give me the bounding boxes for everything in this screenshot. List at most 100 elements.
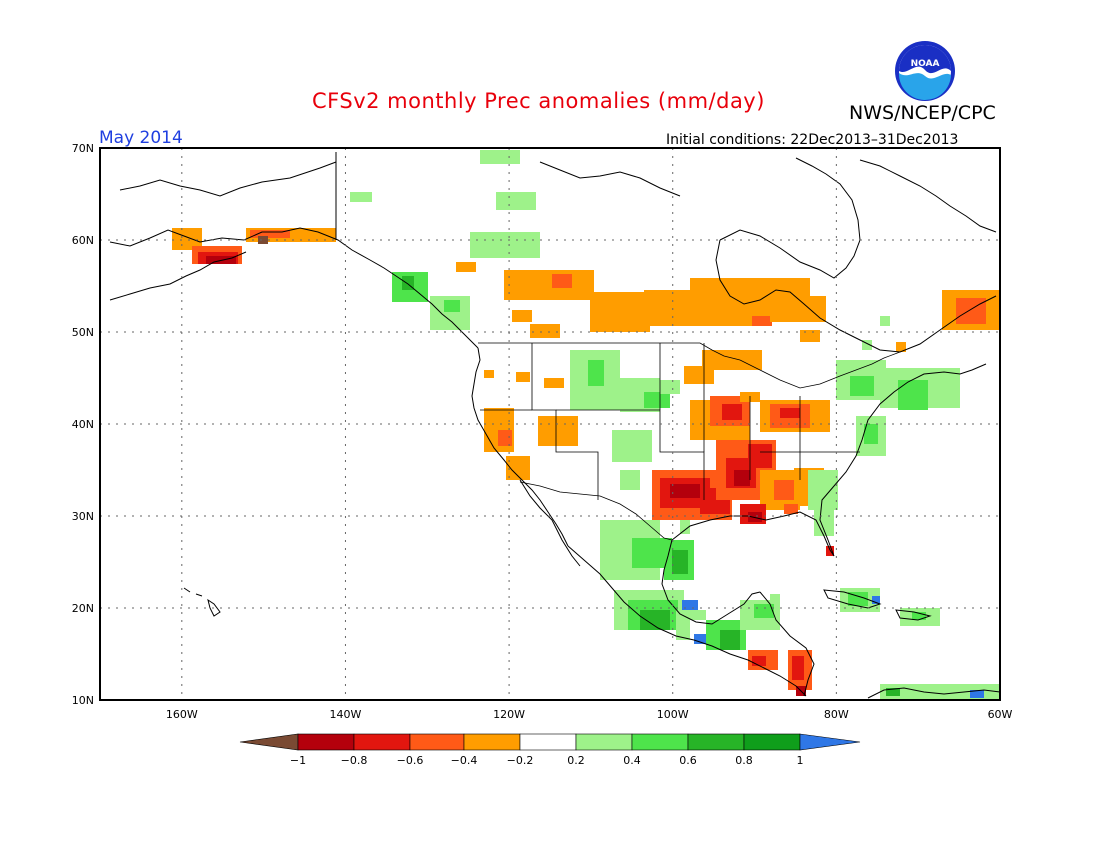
lat-label: 30N xyxy=(72,510,94,523)
anomaly-cell xyxy=(912,612,926,620)
anomaly-cell xyxy=(792,656,804,680)
agency-label: NWS/NCEP/CPC xyxy=(849,102,996,124)
anomaly-cell xyxy=(956,298,986,324)
anomaly-cell xyxy=(752,656,766,666)
anomaly-cell xyxy=(872,596,880,604)
anomaly-cell xyxy=(538,416,578,446)
logo-text: NOAA xyxy=(911,59,940,69)
lat-label: 40N xyxy=(72,418,94,431)
anomaly-fill xyxy=(172,150,1000,700)
anomaly-cell xyxy=(672,550,688,574)
anomaly-cell xyxy=(588,360,604,386)
anomaly-cell xyxy=(694,634,712,644)
colorbar-swatch xyxy=(463,733,521,751)
colorbar-swatch xyxy=(631,733,689,751)
map-border xyxy=(99,147,1001,701)
colorbar-label: 0.4 xyxy=(623,754,641,767)
anomaly-cell xyxy=(752,316,772,326)
anomaly-cell xyxy=(898,380,928,410)
anomaly-cell xyxy=(722,404,742,420)
anomaly-cell xyxy=(516,372,530,382)
anomaly-cell xyxy=(496,192,536,210)
initial-conditions: Initial conditions: 22Dec2013–31Dec2013 xyxy=(666,132,959,148)
anomaly-cell xyxy=(880,316,890,326)
anomaly-cell xyxy=(258,236,268,244)
gridlines xyxy=(100,148,1000,700)
colorbar-label: 0.8 xyxy=(735,754,753,767)
lat-label: 20N xyxy=(72,602,94,615)
colorbar-arrow-low xyxy=(239,733,299,751)
anomaly-cell xyxy=(498,430,512,446)
anomaly-cell xyxy=(644,392,670,408)
lat-labels: 70N 60N 50N 40N 30N 20N 10N xyxy=(72,142,94,707)
colorbar-swatch xyxy=(297,733,355,751)
colorbar: −1 −0.8 −0.6 −0.4 −0.2 0.2 0.4 0.6 0.8 1 xyxy=(239,733,861,767)
anomaly-cell xyxy=(350,192,372,202)
colorbar-label: −1 xyxy=(290,754,306,767)
anomaly-cell xyxy=(250,230,290,238)
anomaly-cell xyxy=(680,520,690,534)
lon-labels: 160W 140W 120W 100W 80W 60W xyxy=(166,708,1013,721)
anomaly-cell xyxy=(504,270,594,300)
anomaly-cell xyxy=(754,604,774,618)
anomaly-cell xyxy=(552,274,572,288)
colorbar-swatch xyxy=(687,733,745,751)
anomaly-cell xyxy=(770,296,826,322)
anomaly-cell xyxy=(720,630,740,650)
anomaly-cell xyxy=(512,310,532,322)
anomaly-cell xyxy=(848,592,868,606)
anomaly-cell xyxy=(826,546,834,556)
lat-label: 50N xyxy=(72,326,94,339)
anomaly-cell xyxy=(774,480,798,500)
anomaly-cell xyxy=(780,408,800,418)
anomaly-cell xyxy=(970,690,984,698)
anomaly-cell xyxy=(850,376,874,396)
political-boundaries xyxy=(478,342,901,541)
anomaly-cell xyxy=(748,444,772,468)
anomaly-cell xyxy=(800,330,820,342)
colorbar-swatch xyxy=(575,733,633,751)
anomaly-cell xyxy=(172,228,202,250)
anomaly-cell xyxy=(620,470,640,490)
anomaly-cell xyxy=(770,594,780,604)
anomaly-cell xyxy=(456,262,476,272)
anomaly-cell xyxy=(862,340,872,350)
map-title: CFSv2 monthly Prec anomalies (mm/day) xyxy=(312,89,765,113)
lon-label: 140W xyxy=(330,708,362,721)
anomaly-cell xyxy=(640,610,670,630)
anomaly-cell xyxy=(480,150,520,164)
lon-label: 100W xyxy=(657,708,689,721)
colorbar-swatch xyxy=(409,733,465,751)
colorbar-label: −0.4 xyxy=(451,754,478,767)
lon-label: 120W xyxy=(493,708,525,721)
lon-label: 160W xyxy=(166,708,198,721)
lon-label: 80W xyxy=(824,708,849,721)
anomaly-cell xyxy=(784,504,798,514)
colorbar-label: 0.2 xyxy=(567,754,585,767)
anomaly-cell xyxy=(886,688,900,696)
colorbar-label: −0.2 xyxy=(507,754,534,767)
anomaly-cell xyxy=(470,232,540,258)
colorbar-swatch xyxy=(519,733,577,751)
anomaly-cell xyxy=(702,350,762,370)
anomaly-cell xyxy=(530,324,560,338)
anomaly-cell xyxy=(684,366,714,384)
anomaly-cell xyxy=(734,470,750,486)
anomaly-cell xyxy=(748,512,762,522)
colorbar-label: 0.6 xyxy=(679,754,697,767)
anomaly-cell xyxy=(682,600,698,612)
colorbar-swatch xyxy=(353,733,411,751)
anomaly-cell xyxy=(612,430,652,462)
colorbar-label: −0.6 xyxy=(397,754,424,767)
anomaly-cell xyxy=(660,380,680,394)
anomaly-cell xyxy=(590,292,650,332)
anomaly-cell xyxy=(670,484,700,498)
forecast-month: May 2014 xyxy=(99,128,183,148)
anomaly-cell xyxy=(864,424,878,444)
noaa-logo: NOAA xyxy=(895,41,955,101)
lat-label: 60N xyxy=(72,234,94,247)
anomaly-cell xyxy=(544,378,564,388)
colorbar-label: 1 xyxy=(797,754,804,767)
lat-label: 70N xyxy=(72,142,94,155)
